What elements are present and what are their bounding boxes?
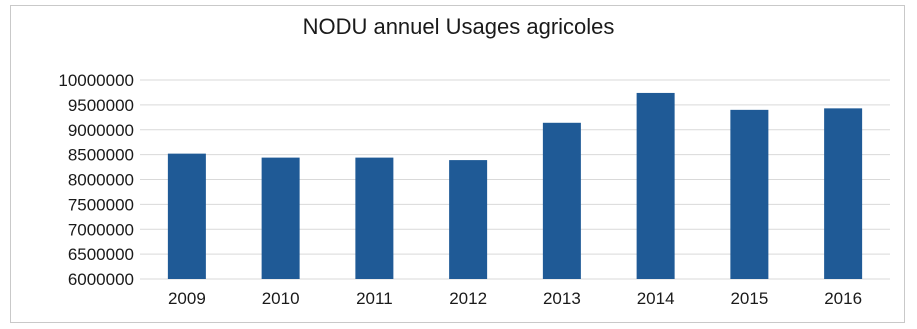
- x-axis-ticks: 2009 2010 2011 2012 2013 2014 2015 2016: [168, 289, 862, 308]
- x-tick-label: 2016: [824, 289, 862, 308]
- y-tick-label: 6000000: [68, 270, 134, 289]
- y-tick-label: 9500000: [68, 96, 134, 115]
- x-tick-label: 2010: [262, 289, 300, 308]
- bars: [167, 92, 863, 279]
- y-tick-label: 10000000: [58, 71, 134, 90]
- x-tick-label: 2011: [356, 289, 393, 308]
- bar-2014: [636, 92, 675, 279]
- y-tick-label: 8000000: [68, 171, 134, 190]
- y-axis-ticks: 6000000 6500000 7000000 7500000 8000000 85000…: [58, 71, 134, 289]
- bar-2010: [261, 157, 300, 279]
- y-tick-label: 7000000: [68, 220, 134, 239]
- grid-lines: [140, 79, 890, 280]
- y-tick-label: 8500000: [68, 146, 134, 165]
- bar-2015: [730, 109, 769, 279]
- y-tick-label: 9000000: [68, 121, 134, 140]
- bar-2009: [167, 153, 206, 279]
- x-tick-label: 2013: [543, 289, 581, 308]
- x-tick-label: 2012: [449, 289, 487, 308]
- chart-title: NODU annuel Usages agricoles: [302, 14, 615, 39]
- x-tick-label: 2015: [730, 289, 768, 308]
- y-tick-label: 6500000: [68, 245, 134, 264]
- x-tick-label: 2009: [168, 289, 206, 308]
- bar-2011: [355, 157, 394, 279]
- bar-2012: [449, 160, 488, 279]
- bar-2016: [824, 108, 863, 279]
- x-tick-label: 2014: [637, 289, 675, 308]
- y-tick-label: 7500000: [68, 195, 134, 214]
- bar-2013: [542, 122, 581, 279]
